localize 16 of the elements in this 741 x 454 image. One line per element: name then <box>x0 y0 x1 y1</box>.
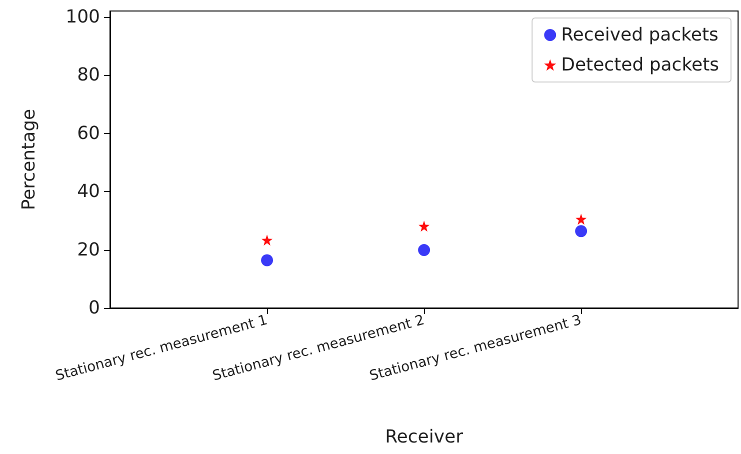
y-tick-label: 0 <box>88 298 100 318</box>
y-tick-label: 40 <box>77 181 100 202</box>
point <box>261 254 274 266</box>
point <box>418 244 430 256</box>
y-axis-title: Percentage <box>18 108 40 210</box>
y-tick-label: 20 <box>77 239 100 260</box>
point <box>262 234 273 246</box>
legend-label: Received packets <box>561 24 718 46</box>
point <box>576 214 587 225</box>
point <box>418 220 430 232</box>
legend-label: Detected packets <box>561 54 720 76</box>
x-axis-title: Receiver <box>385 426 464 448</box>
point <box>575 225 588 238</box>
y-tick-label: 60 <box>77 122 100 144</box>
y-tick-label: 100 <box>66 6 100 28</box>
y-tick-label: 80 <box>77 64 100 86</box>
